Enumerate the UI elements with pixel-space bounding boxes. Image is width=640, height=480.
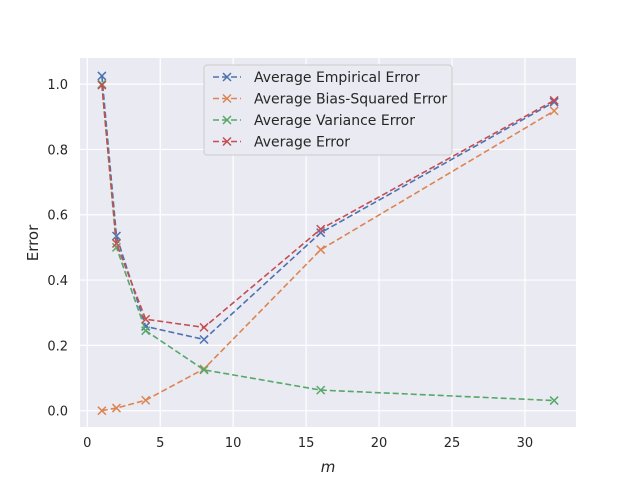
- data-point: [141, 314, 151, 324]
- data-point: [316, 228, 326, 238]
- x-tick-label: 30: [517, 436, 534, 451]
- x-tick-label: 5: [156, 436, 164, 451]
- data-point: [316, 385, 326, 395]
- series-line: [101, 110, 555, 412]
- x-tick-label: 10: [225, 436, 242, 451]
- data-point: [549, 97, 559, 107]
- y-tick-label: 0.8: [47, 143, 68, 158]
- data-point: [199, 334, 209, 345]
- data-point: [549, 95, 559, 105]
- data-point: [549, 106, 559, 116]
- data-point: [97, 80, 107, 90]
- y-tick-label: 0.6: [47, 209, 68, 224]
- legend-marker: [222, 72, 232, 82]
- data-point: [141, 326, 151, 336]
- legend-marker: [222, 93, 232, 104]
- series-1: [97, 71, 559, 345]
- legend-item: Average Variance Error: [213, 113, 415, 129]
- legend-marker: [222, 115, 232, 125]
- x-tick-label: 0: [83, 436, 91, 451]
- y-axis-label: Error: [24, 224, 42, 261]
- y-tick-label: 0.4: [47, 274, 68, 289]
- legend-label: Average Bias-Squared Error: [254, 92, 447, 108]
- x-tick-label: 20: [371, 436, 388, 451]
- legend: Average Empirical Error Average Bias-Squa…: [203, 64, 453, 156]
- legend-label: Average Error: [254, 135, 350, 151]
- data-point: [199, 322, 209, 332]
- data-point: [111, 238, 122, 249]
- legend-item: Average Empirical Error: [213, 70, 420, 86]
- data-point: [199, 365, 209, 375]
- x-tick-label: 25: [444, 436, 461, 451]
- y-axis-ticks: 0.0 0.2 0.4 0.6 0.8 1.0: [47, 78, 68, 420]
- data-point: [316, 245, 326, 255]
- x-axis-label: m: [321, 458, 336, 476]
- legend-label: Average Variance Error: [254, 113, 415, 129]
- legend-box: [203, 64, 453, 156]
- data-point: [97, 71, 107, 81]
- series-group: [97, 71, 559, 416]
- x-tick-label: 15: [298, 436, 315, 451]
- data-point: [316, 224, 326, 234]
- data-point: [141, 395, 151, 405]
- legend-label: Average Empirical Error: [254, 70, 420, 86]
- y-tick-label: 0.0: [47, 405, 68, 420]
- data-point: [97, 406, 107, 416]
- data-point: [549, 396, 559, 406]
- legend-item: Average Bias-Squared Error: [213, 92, 447, 108]
- legend-marker: [222, 136, 232, 147]
- data-point: [111, 231, 122, 241]
- data-point: [111, 403, 122, 413]
- legend-item: Average Error: [213, 135, 350, 151]
- series-line: [101, 75, 555, 341]
- y-tick-label: 0.2: [47, 339, 68, 354]
- series-line: [101, 85, 555, 329]
- x-axis-ticks: 0 5 10 15 20 25 30: [83, 436, 533, 451]
- series-4: [97, 80, 559, 332]
- y-tick-label: 1.0: [47, 78, 68, 93]
